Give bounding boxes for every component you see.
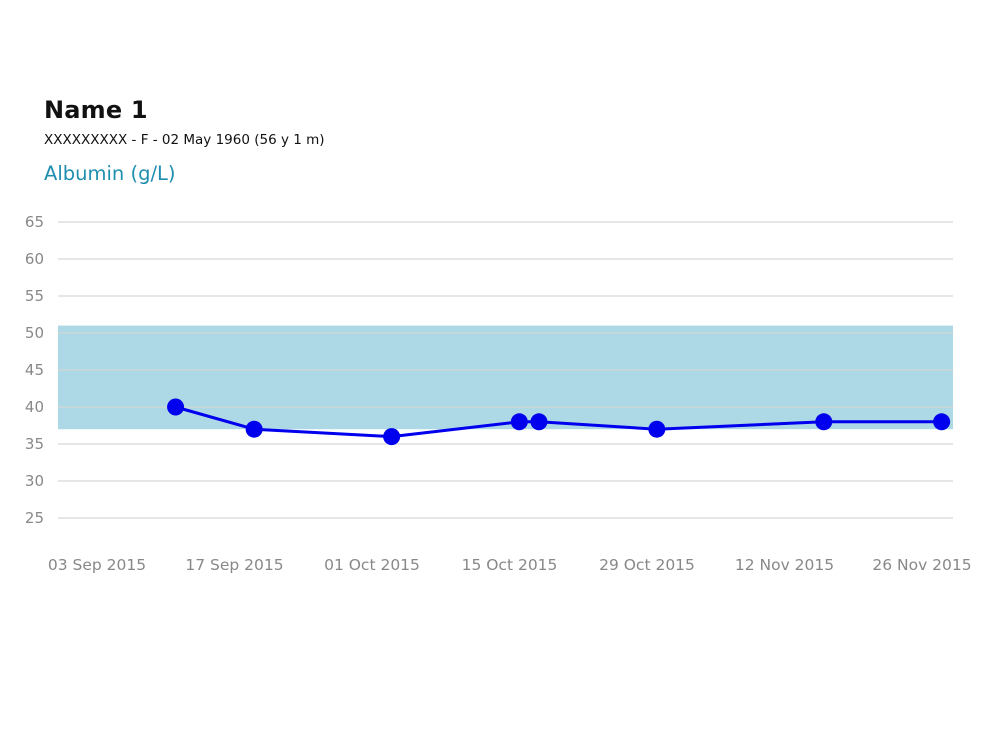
y-tick-label: 25 (25, 509, 44, 527)
y-tick-label: 40 (25, 398, 44, 416)
y-axis-ticks: 25 30 35 40 45 50 55 60 65 (25, 213, 44, 527)
y-tick-label: 60 (25, 250, 44, 268)
reference-range-band (58, 325, 953, 430)
data-point (383, 428, 401, 446)
data-point (933, 413, 951, 431)
chart-title: Albumin (g/L) (44, 162, 176, 185)
data-point (167, 398, 185, 416)
reference-range-layer (58, 325, 953, 430)
x-tick-label: 01 Oct 2015 (324, 556, 420, 574)
data-point (815, 413, 833, 431)
albumin-series (167, 398, 951, 446)
x-tick-label: 12 Nov 2015 (735, 556, 834, 574)
gridlines (58, 221, 953, 519)
y-tick-label: 65 (25, 213, 44, 231)
x-tick-label: 26 Nov 2015 (872, 556, 971, 574)
data-point (648, 420, 666, 438)
patient-name: Name 1 (44, 96, 148, 124)
x-tick-label: 03 Sep 2015 (48, 556, 146, 574)
x-axis-ticks: 03 Sep 2015 17 Sep 2015 01 Oct 2015 15 Oct … (48, 556, 972, 574)
y-tick-label: 30 (25, 472, 44, 490)
series-line (175, 405, 942, 439)
x-tick-label: 29 Oct 2015 (599, 556, 695, 574)
patient-details: XXXXXXXXX - F - 02 May 1960 (56 y 1 m) (44, 132, 325, 148)
x-tick-label: 17 Sep 2015 (185, 556, 283, 574)
y-tick-label: 35 (25, 435, 44, 453)
y-tick-label: 45 (25, 361, 44, 379)
y-tick-label: 50 (25, 324, 44, 342)
y-tick-label: 55 (25, 287, 44, 305)
data-point (245, 420, 263, 438)
data-point (510, 413, 528, 431)
x-tick-label: 15 Oct 2015 (462, 556, 558, 574)
data-point (530, 413, 548, 431)
